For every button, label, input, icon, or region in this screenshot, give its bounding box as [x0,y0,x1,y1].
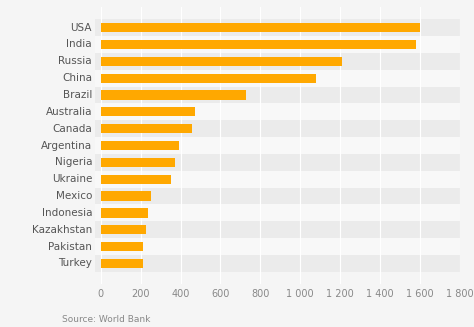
Bar [101,242,143,251]
Bar [101,107,194,116]
Bar [95,238,460,255]
Bar [95,19,460,36]
Bar [101,208,148,217]
Bar [95,171,460,188]
Bar [101,158,174,167]
Bar [101,124,191,133]
Bar [95,221,460,238]
Bar [101,175,171,184]
Bar [101,57,342,66]
Bar [95,204,460,221]
Bar [101,191,151,201]
Bar [95,154,460,171]
Bar [101,74,316,83]
Bar [95,255,460,272]
Bar [95,87,460,103]
Bar [95,103,460,120]
Bar [101,259,143,268]
Bar [95,70,460,87]
Bar [95,53,460,70]
Bar [101,23,420,32]
Bar [95,137,460,154]
Bar [95,188,460,204]
Bar [101,90,246,100]
Bar [101,40,416,49]
Bar [95,120,460,137]
Bar [101,225,146,234]
Bar [95,36,460,53]
Bar [101,141,179,150]
Text: Source: World Bank: Source: World Bank [62,315,150,324]
